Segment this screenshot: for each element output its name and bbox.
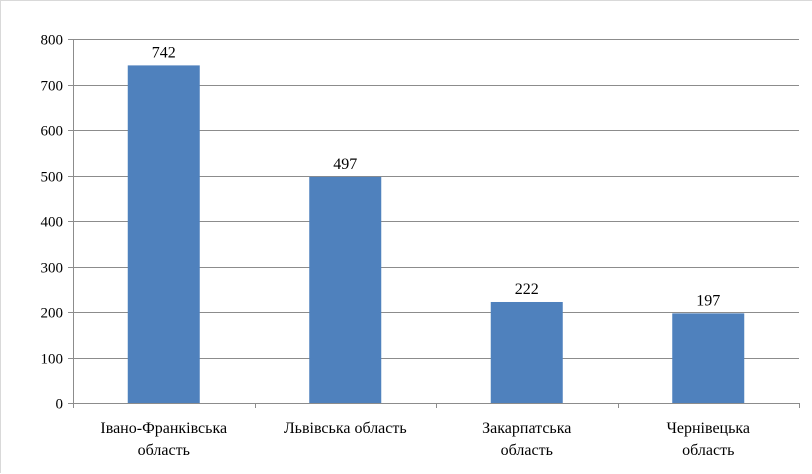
data-label: 197 xyxy=(696,292,720,309)
y-tick-label: 700 xyxy=(41,79,64,95)
bar xyxy=(490,301,563,403)
y-tick-label: 300 xyxy=(41,261,64,277)
y-tick-label: 200 xyxy=(41,306,64,322)
bars xyxy=(127,65,745,403)
y-tick-label: 600 xyxy=(41,124,64,140)
category-label-line: область xyxy=(501,442,553,459)
y-tick-label: 500 xyxy=(41,170,64,186)
axes xyxy=(68,39,800,408)
data-label: 222 xyxy=(515,281,539,298)
bar xyxy=(127,65,200,403)
category-label-line: Івано-Франківська xyxy=(100,420,227,437)
bar xyxy=(309,176,382,403)
category-label-line: область xyxy=(138,442,190,459)
category-label: Закарпатська область xyxy=(482,420,571,459)
labels: 0 100 200 300 400 500 600 700 800 742 Івано-Франкі… xyxy=(41,33,751,460)
category-label: Чернівецька область xyxy=(666,420,750,459)
category-label: Львівська область xyxy=(284,420,407,437)
y-tick-label: 0 xyxy=(56,397,64,413)
category-label-line: Львівська область xyxy=(284,420,407,437)
y-tick-label: 400 xyxy=(41,215,64,231)
category-label: Івано-Франківська область xyxy=(100,420,227,459)
data-label: 497 xyxy=(333,156,357,173)
y-tick-label: 100 xyxy=(41,352,64,368)
category-label-line: Чернівецька xyxy=(666,420,750,437)
bar xyxy=(672,313,745,403)
y-tick-label: 800 xyxy=(41,33,64,49)
category-label-line: область xyxy=(682,442,734,459)
category-label-line: Закарпатська xyxy=(482,420,571,437)
data-label: 742 xyxy=(152,44,176,61)
